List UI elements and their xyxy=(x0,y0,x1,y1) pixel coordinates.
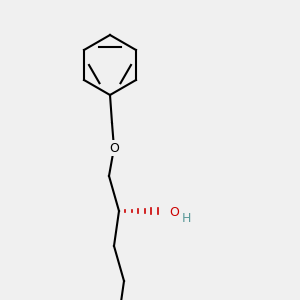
Text: O: O xyxy=(169,206,179,220)
Text: H: H xyxy=(182,212,191,226)
Text: O: O xyxy=(109,142,119,154)
